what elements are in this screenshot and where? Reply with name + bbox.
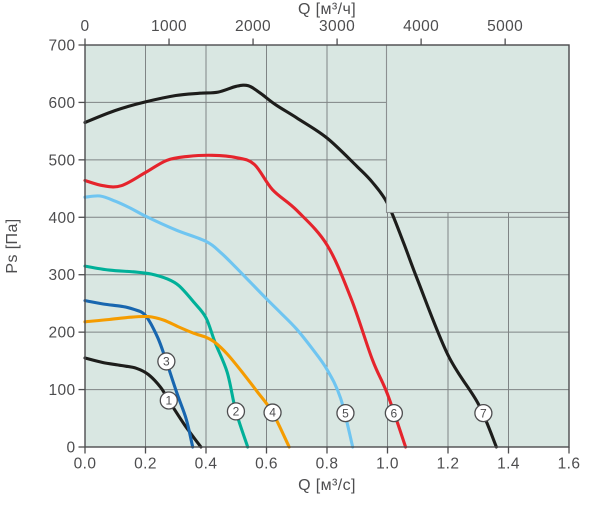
x-axis-tick-label: 1.2 (437, 456, 460, 473)
curve-marker-3: 3 (157, 352, 176, 371)
y-axis-tick-label: 700 (48, 38, 75, 55)
marker-number: 5 (342, 406, 349, 420)
x-axis-tick-label: 0.8 (316, 456, 339, 473)
x-top-axis-tick-label: 1000 (151, 18, 187, 35)
gridlines (85, 45, 569, 447)
curve-KT-60-30-4 (83, 153, 408, 449)
y-axis-tick-label: 500 (48, 152, 75, 169)
marker-circle (336, 403, 355, 423)
marker-number: 4 (269, 406, 276, 420)
x-top-axis-tick-label: 0 (80, 18, 89, 35)
curve-KT-60-30-6 (83, 314, 291, 449)
legend-box (385, 44, 570, 214)
marker-circle (159, 391, 178, 410)
curve-KT-50-25-4 (83, 264, 250, 449)
curve-marker-4: 4 (263, 403, 282, 422)
marker-circle (263, 403, 282, 422)
marker-circle (226, 402, 246, 421)
curve-KT-50-25-6 (83, 299, 195, 449)
marker-circle (474, 403, 493, 423)
x-axis-tick-label: 0.6 (255, 456, 278, 473)
marker-number: 3 (163, 355, 170, 369)
fan-curves (83, 83, 498, 449)
marker-number: 6 (391, 406, 398, 420)
y-axis-tick-label: 100 (48, 382, 75, 399)
x-axis-title-top: Q [м³/ч] (298, 1, 356, 18)
marker-number: 1 (165, 394, 172, 408)
curve-marker-2: 2 (226, 402, 246, 421)
x-axis-tick-label: 1.6 (558, 456, 581, 473)
marker-number: 2 (233, 405, 240, 419)
x-axis-tick-label: 1.4 (497, 456, 520, 473)
curve-marker-5: 5 (336, 403, 355, 423)
x-axis-tick-label: 0.2 (134, 456, 157, 473)
x-axis-title-bottom: Q [м³/с] (298, 477, 356, 494)
curve-marker-7: 7 (474, 403, 493, 423)
y-axis-tick-label: 600 (48, 95, 75, 112)
marker-number: 7 (480, 406, 487, 420)
marker-circle (384, 403, 404, 423)
axes: 0.0 0.2 0.4 0.6 0.8 1.0 1.2 1.4 1.6Q [м³/с]0 1000… (4, 1, 580, 494)
y-axis-tick-label: 400 (48, 210, 75, 227)
curve-marker-6: 6 (384, 403, 404, 423)
curve-KT-50-30-4- (83, 194, 355, 449)
x-axis-tick-label: 0.4 (195, 456, 218, 473)
curve-markers: 1 2 3 4 5 6 7 (157, 352, 493, 423)
y-axis-title: Ps [Па] (4, 218, 21, 273)
marker-circle (157, 352, 176, 371)
x-top-axis-tick-label: 3000 (319, 18, 355, 35)
x-axis-tick-label: 1.0 (376, 456, 399, 473)
y-axis-tick-label: 0 (66, 440, 75, 457)
curve-KT-40-20-4 (83, 356, 203, 449)
y-axis-tick-label: 300 (48, 267, 75, 284)
curve-KT-60-35-4 (83, 83, 498, 449)
x-top-axis-tick-label: 2000 (235, 18, 271, 35)
x-top-axis-tick-label: 4000 (403, 18, 439, 35)
x-top-axis-tick-label: 5000 (487, 18, 523, 35)
curve-marker-1: 1 (159, 391, 178, 410)
y-axis-tick-label: 200 (48, 325, 75, 342)
x-axis-tick-label: 0.0 (74, 456, 97, 473)
